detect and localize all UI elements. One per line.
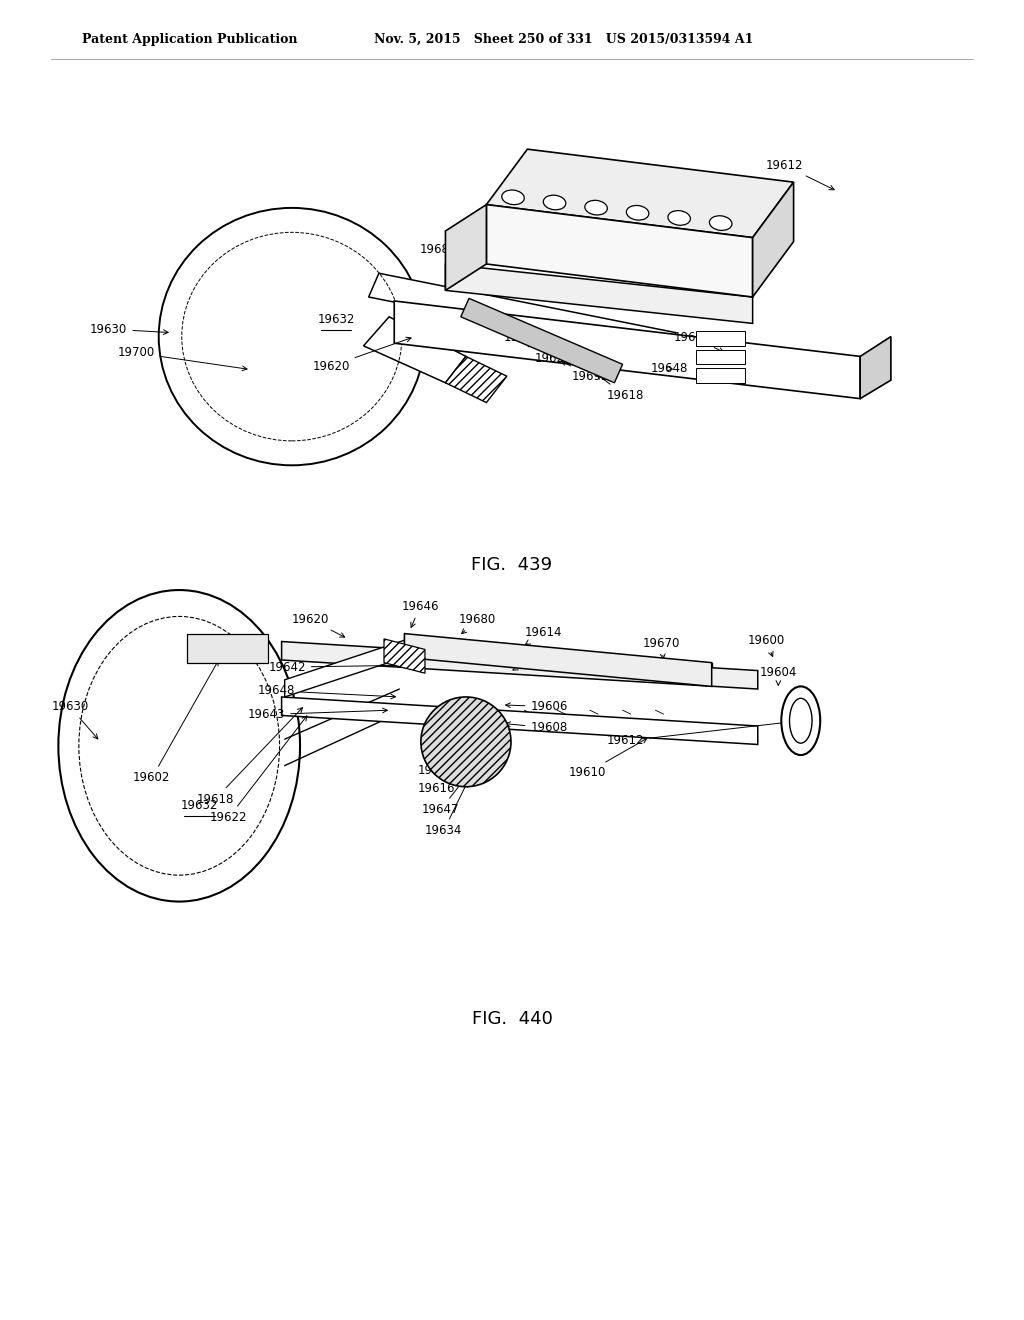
Text: 19622: 19622 xyxy=(525,342,572,364)
Text: 19642: 19642 xyxy=(268,660,406,673)
Text: Patent Application Publication: Patent Application Publication xyxy=(82,33,297,46)
Ellipse shape xyxy=(710,215,732,231)
Text: 19610: 19610 xyxy=(568,738,647,779)
Text: 19632: 19632 xyxy=(317,313,354,326)
Text: 19604: 19604 xyxy=(760,665,797,685)
Ellipse shape xyxy=(668,211,690,226)
Text: FIG.  439: FIG. 439 xyxy=(471,556,553,574)
Polygon shape xyxy=(384,639,425,673)
Polygon shape xyxy=(282,697,758,744)
Text: 19616: 19616 xyxy=(418,763,463,795)
Polygon shape xyxy=(404,634,712,686)
Text: 19692: 19692 xyxy=(561,360,609,383)
Text: 19612: 19612 xyxy=(766,158,835,190)
Text: 19606: 19606 xyxy=(506,700,567,713)
Ellipse shape xyxy=(585,201,607,215)
FancyBboxPatch shape xyxy=(187,634,268,663)
Polygon shape xyxy=(461,298,623,383)
Polygon shape xyxy=(364,317,466,383)
Text: 19700: 19700 xyxy=(118,346,247,371)
Text: 19618: 19618 xyxy=(597,375,643,401)
Polygon shape xyxy=(282,642,758,689)
Text: 19620: 19620 xyxy=(312,337,411,372)
Text: 19670: 19670 xyxy=(579,158,651,186)
Text: 19608: 19608 xyxy=(506,721,567,734)
Polygon shape xyxy=(486,205,753,297)
Text: 19680: 19680 xyxy=(420,223,508,256)
Ellipse shape xyxy=(781,686,820,755)
Text: 19602: 19602 xyxy=(495,321,541,343)
Text: FIG.  440: FIG. 440 xyxy=(472,1010,552,1028)
Circle shape xyxy=(58,590,300,902)
Text: 19690: 19690 xyxy=(674,330,724,352)
Text: 19648: 19648 xyxy=(650,362,687,375)
Polygon shape xyxy=(486,149,794,238)
Text: 19632: 19632 xyxy=(181,799,218,812)
Polygon shape xyxy=(285,640,404,697)
FancyBboxPatch shape xyxy=(696,350,745,364)
Text: 19643: 19643 xyxy=(248,708,387,721)
Text: Nov. 5, 2015   Sheet 250 of 331   US 2015/0313594 A1: Nov. 5, 2015 Sheet 250 of 331 US 2015/03… xyxy=(374,33,753,46)
Text: 19620: 19620 xyxy=(292,612,345,638)
Text: 19630: 19630 xyxy=(90,322,168,335)
Text: 19644: 19644 xyxy=(513,652,552,671)
Polygon shape xyxy=(369,273,676,356)
FancyBboxPatch shape xyxy=(696,368,745,383)
Text: 19634: 19634 xyxy=(425,783,467,837)
Text: 19602: 19602 xyxy=(133,661,218,784)
Text: 19648: 19648 xyxy=(258,684,395,698)
Text: 19618: 19618 xyxy=(197,708,302,805)
Polygon shape xyxy=(753,182,794,297)
Polygon shape xyxy=(445,264,753,323)
Polygon shape xyxy=(445,205,486,290)
Text: 19600: 19600 xyxy=(748,634,784,656)
Text: 19614: 19614 xyxy=(524,626,562,644)
Ellipse shape xyxy=(790,698,812,743)
Text: 19646: 19646 xyxy=(401,599,439,627)
Text: 19645: 19645 xyxy=(418,756,463,776)
Text: 19647: 19647 xyxy=(422,771,471,816)
Ellipse shape xyxy=(544,195,566,210)
Text: 19612: 19612 xyxy=(606,719,797,747)
Ellipse shape xyxy=(421,697,511,787)
Text: 19622: 19622 xyxy=(210,715,307,824)
Polygon shape xyxy=(394,301,860,399)
Text: 19670: 19670 xyxy=(643,636,680,659)
Polygon shape xyxy=(445,356,507,403)
Text: 19630: 19630 xyxy=(51,700,98,739)
FancyBboxPatch shape xyxy=(696,331,745,346)
Ellipse shape xyxy=(502,190,524,205)
Ellipse shape xyxy=(627,206,649,220)
Polygon shape xyxy=(860,337,891,399)
Ellipse shape xyxy=(159,209,425,466)
Text: 19680: 19680 xyxy=(459,612,496,634)
